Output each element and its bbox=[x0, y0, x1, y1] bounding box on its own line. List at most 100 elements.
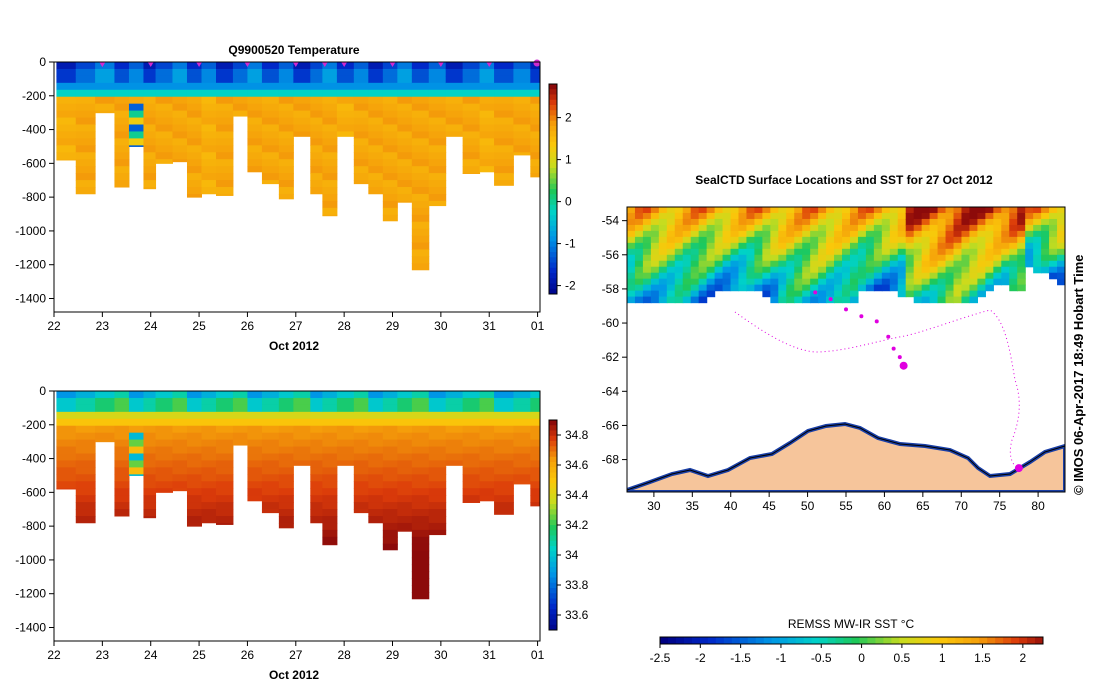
profile-cell bbox=[428, 453, 447, 461]
latest-position bbox=[1014, 464, 1023, 473]
profile-cell bbox=[494, 131, 514, 139]
sst-cell bbox=[834, 218, 843, 226]
sst-cell bbox=[857, 242, 867, 250]
profile-cell bbox=[75, 502, 96, 510]
sst-cell bbox=[682, 278, 692, 286]
sst-cell bbox=[977, 218, 986, 226]
profile-cell bbox=[114, 516, 130, 517]
profile-cell bbox=[216, 495, 234, 503]
sst-cell bbox=[794, 254, 803, 262]
profile-cell bbox=[143, 453, 157, 461]
sst-cell bbox=[714, 284, 724, 292]
profile-cell bbox=[322, 425, 338, 434]
profile-cell bbox=[353, 159, 369, 167]
sst-cell bbox=[873, 266, 883, 274]
sst-cell bbox=[738, 266, 748, 274]
sst-cell bbox=[714, 212, 724, 220]
sst-cell bbox=[889, 284, 899, 292]
profile-cell bbox=[216, 439, 234, 448]
temperature-profile-markers bbox=[99, 59, 541, 67]
sst-cell bbox=[1049, 242, 1058, 250]
profile-cell bbox=[382, 488, 398, 496]
sst-cell bbox=[1041, 212, 1050, 220]
sst-cell bbox=[674, 242, 684, 250]
sst-cell bbox=[1017, 248, 1026, 256]
profile-cell bbox=[293, 96, 311, 105]
sst-cell bbox=[1009, 266, 1018, 274]
sst-cell bbox=[897, 278, 907, 286]
profile-cell bbox=[95, 110, 115, 114]
profile-cell bbox=[368, 481, 384, 489]
profile-cell bbox=[322, 110, 338, 119]
sst-cell bbox=[658, 296, 668, 304]
sst-colorbar-tick-label: 1.5 bbox=[974, 651, 991, 665]
profile-cell bbox=[445, 391, 464, 399]
sst-cell bbox=[826, 230, 835, 238]
profile-cell bbox=[382, 474, 398, 482]
profile-cell bbox=[479, 460, 495, 468]
sst-cell bbox=[961, 266, 971, 274]
sst-cell bbox=[1057, 212, 1065, 220]
sst-cell bbox=[674, 290, 684, 298]
profile-cell bbox=[428, 474, 447, 482]
sst-cell bbox=[786, 284, 795, 292]
sst-cell bbox=[658, 272, 668, 280]
sst-cell bbox=[913, 218, 923, 226]
sst-cell bbox=[1049, 260, 1058, 268]
profile-cell bbox=[336, 89, 355, 98]
sst-cell bbox=[897, 266, 907, 274]
colorbar-step bbox=[549, 288, 557, 295]
sst-cell bbox=[1041, 224, 1050, 232]
sst-colorbar-step bbox=[667, 637, 677, 644]
profile-cell bbox=[513, 446, 531, 454]
profile-cell bbox=[428, 200, 447, 207]
profile-marker bbox=[389, 62, 396, 67]
profile-cell bbox=[293, 89, 311, 98]
track-point bbox=[891, 346, 896, 351]
profile-cell bbox=[530, 117, 541, 125]
profile-cell bbox=[278, 96, 294, 105]
profile-cell bbox=[445, 68, 464, 77]
profile-cell bbox=[513, 453, 531, 461]
profile-cell bbox=[445, 432, 464, 441]
profile-cell bbox=[143, 397, 157, 406]
profile-cell bbox=[322, 467, 338, 475]
sst-cell bbox=[722, 242, 732, 250]
profile-cell bbox=[336, 439, 355, 448]
sst-cell bbox=[738, 218, 748, 226]
sst-cell bbox=[969, 242, 978, 250]
profile-cell bbox=[479, 411, 495, 420]
sst-cell bbox=[674, 236, 684, 244]
sst-cell bbox=[738, 212, 748, 220]
profile-cell bbox=[201, 138, 217, 146]
profile-cell bbox=[143, 75, 157, 84]
x-tick-label: 31 bbox=[483, 648, 497, 662]
sst-cell bbox=[937, 272, 947, 280]
sst-cell bbox=[674, 260, 684, 268]
sst-cell bbox=[969, 248, 978, 256]
profile-cell bbox=[261, 439, 280, 448]
sst-cell bbox=[905, 254, 915, 262]
sst-cell bbox=[690, 248, 700, 256]
sst-cell bbox=[658, 248, 668, 256]
sst-cell bbox=[770, 290, 779, 298]
profile-cell bbox=[278, 411, 294, 420]
x-tick-label: 01 bbox=[531, 319, 545, 333]
sst-cell bbox=[945, 272, 955, 280]
sst-cell bbox=[698, 284, 708, 292]
profile-cell bbox=[336, 397, 355, 406]
profile-cell bbox=[278, 391, 294, 399]
profile-cell bbox=[232, 411, 248, 420]
profile-cell bbox=[114, 82, 130, 91]
sst-cell bbox=[993, 272, 1002, 280]
sst-cell bbox=[786, 254, 795, 262]
profile-cell bbox=[397, 425, 413, 434]
sst-cell bbox=[650, 236, 660, 244]
profile-cell bbox=[322, 495, 338, 503]
sst-cell bbox=[778, 248, 787, 256]
sst-cell bbox=[810, 260, 819, 268]
profile-cell bbox=[462, 117, 481, 125]
profile-cell bbox=[143, 89, 157, 98]
profile-cell bbox=[368, 131, 384, 139]
